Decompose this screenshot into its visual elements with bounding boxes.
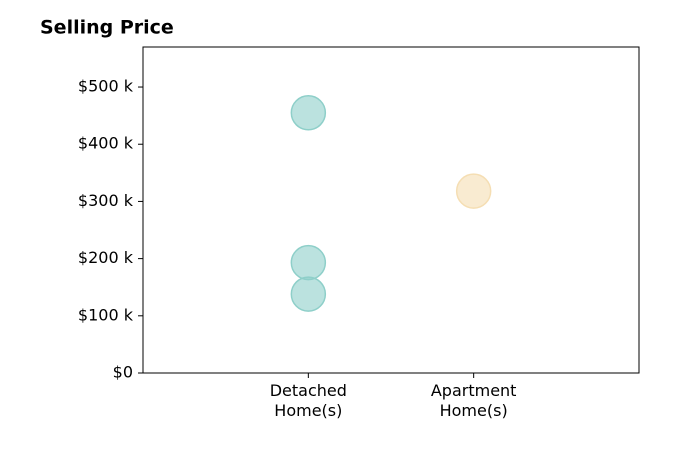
point bbox=[290, 276, 327, 312]
point bbox=[290, 95, 327, 131]
y-tick-label: $100 k bbox=[78, 305, 134, 324]
x-tick-label: Apartment Home(s) bbox=[430, 381, 517, 420]
plot-frame bbox=[142, 46, 640, 374]
point bbox=[455, 173, 492, 209]
y-tick-label: $0 bbox=[113, 363, 133, 382]
y-tick-label: $200 k bbox=[78, 248, 134, 267]
y-tick-label: $500 k bbox=[78, 77, 134, 96]
chart-title: Selling Price bbox=[40, 17, 174, 39]
y-tick-label: $300 k bbox=[78, 191, 134, 210]
y-tick-label: $400 k bbox=[78, 134, 134, 153]
x-tick-label: Detached Home(s) bbox=[269, 381, 347, 420]
point bbox=[290, 244, 327, 281]
